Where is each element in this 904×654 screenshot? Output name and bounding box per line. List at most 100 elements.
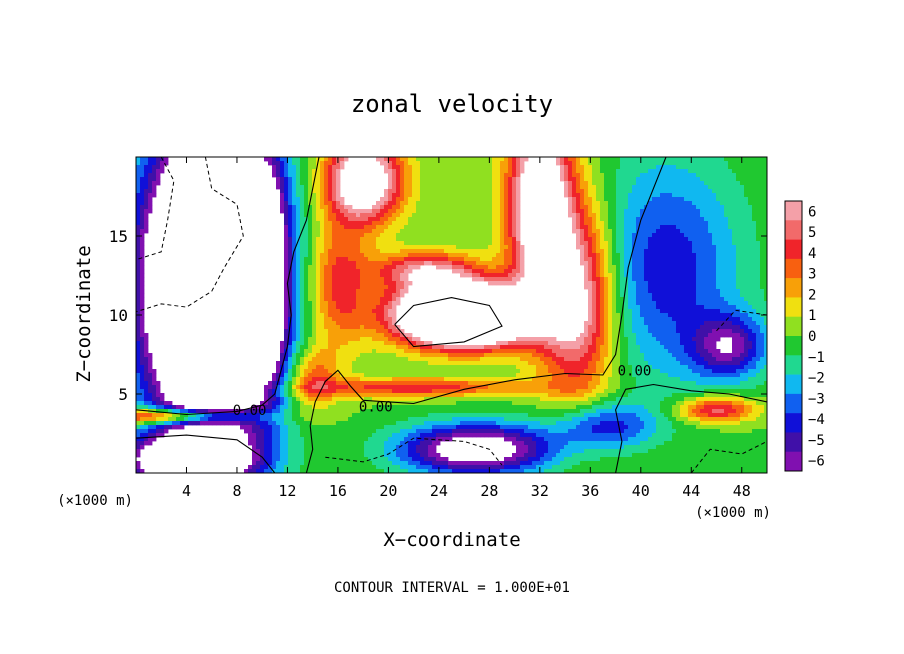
heatmap-cell — [508, 193, 513, 198]
heatmap-cell — [512, 433, 517, 438]
heatmap-cell — [372, 393, 377, 398]
heatmap-cell — [356, 421, 361, 426]
heatmap-cell — [336, 249, 341, 254]
heatmap-cell — [144, 349, 149, 354]
heatmap-cell — [456, 349, 461, 354]
heatmap-cell — [436, 261, 441, 266]
heatmap-cell — [500, 213, 505, 218]
heatmap-cell — [380, 277, 385, 282]
heatmap-cell — [376, 417, 381, 422]
heatmap-cell — [308, 449, 313, 454]
heatmap-cell — [288, 277, 293, 282]
heatmap-cell — [476, 229, 481, 234]
heatmap-cell — [528, 393, 533, 398]
heatmap-cell — [440, 409, 445, 414]
heatmap-cell — [352, 257, 357, 262]
heatmap-cell — [324, 317, 329, 322]
heatmap-cell — [492, 177, 497, 182]
heatmap-cell — [512, 389, 517, 394]
heatmap-cell — [252, 425, 257, 430]
heatmap-cell — [292, 457, 297, 462]
heatmap-cell — [556, 377, 561, 382]
heatmap-cell — [504, 177, 509, 182]
heatmap-cell — [388, 169, 393, 174]
heatmap-cell — [484, 433, 489, 438]
heatmap-cell — [296, 281, 301, 286]
heatmap-cell — [472, 253, 477, 258]
heatmap-cell — [468, 377, 473, 382]
heatmap-cell — [388, 317, 393, 322]
heatmap-cell — [384, 253, 389, 258]
heatmap-cell — [388, 377, 393, 382]
heatmap-cell — [328, 457, 333, 462]
heatmap-cell — [472, 209, 477, 214]
heatmap-cell — [268, 469, 273, 474]
heatmap-cell — [356, 293, 361, 298]
heatmap-cell — [288, 417, 293, 422]
heatmap-cell — [448, 437, 453, 442]
heatmap-cell — [520, 337, 525, 342]
heatmap-cell — [324, 433, 329, 438]
heatmap-cell — [448, 241, 453, 246]
heatmap-cell — [512, 373, 517, 378]
heatmap-cell — [316, 225, 321, 230]
heatmap-cell — [148, 353, 153, 358]
heatmap-cell — [468, 265, 473, 270]
heatmap-cell — [316, 221, 321, 226]
heatmap-cell — [300, 469, 305, 474]
heatmap-cell — [376, 465, 381, 470]
heatmap-cell — [136, 301, 141, 306]
heatmap-cell — [160, 409, 165, 414]
heatmap-cell — [304, 321, 309, 326]
heatmap-cell — [320, 253, 325, 258]
heatmap-cell — [348, 377, 353, 382]
heatmap-cell — [228, 413, 233, 418]
heatmap-cell — [296, 213, 301, 218]
heatmap-cell — [308, 329, 313, 334]
heatmap-cell — [508, 405, 513, 410]
heatmap-cell — [496, 177, 501, 182]
heatmap-cell — [320, 409, 325, 414]
heatmap-cell — [392, 301, 397, 306]
heatmap-cell — [416, 469, 421, 474]
heatmap-cell — [392, 353, 397, 358]
heatmap-cell — [404, 381, 409, 386]
heatmap-cell — [488, 257, 493, 262]
heatmap-cell — [316, 257, 321, 262]
heatmap-cell — [460, 401, 465, 406]
heatmap-cell — [536, 401, 541, 406]
heatmap-cell — [292, 469, 297, 474]
heatmap-cell — [316, 405, 321, 410]
heatmap-cell — [420, 177, 425, 182]
heatmap-cell — [512, 201, 517, 206]
heatmap-cell — [296, 261, 301, 266]
heatmap-cell — [344, 365, 349, 370]
heatmap-cell — [444, 185, 449, 190]
heatmap-cell — [512, 425, 517, 430]
heatmap-cell — [268, 385, 273, 390]
heatmap-cell — [444, 389, 449, 394]
heatmap-cell — [312, 225, 317, 230]
heatmap-cell — [308, 269, 313, 274]
heatmap-cell — [304, 241, 309, 246]
heatmap-cell — [468, 249, 473, 254]
heatmap-cell — [140, 209, 145, 214]
heatmap-cell — [328, 161, 333, 166]
heatmap-cell — [440, 169, 445, 174]
heatmap-cell — [260, 425, 265, 430]
heatmap-cell — [392, 309, 397, 314]
heatmap-cell — [468, 245, 473, 250]
heatmap-cell — [412, 413, 417, 418]
heatmap-cell — [488, 393, 493, 398]
heatmap-cell — [372, 301, 377, 306]
heatmap-cell — [476, 277, 481, 282]
heatmap-cell — [560, 389, 565, 394]
heatmap-cell — [316, 461, 321, 466]
heatmap-cell — [380, 253, 385, 258]
heatmap-cell — [488, 385, 493, 390]
heatmap-cell — [368, 329, 373, 334]
heatmap-cell — [532, 417, 537, 422]
heatmap-cell — [560, 173, 565, 178]
heatmap-cell — [516, 345, 521, 350]
heatmap-cell — [420, 261, 425, 266]
